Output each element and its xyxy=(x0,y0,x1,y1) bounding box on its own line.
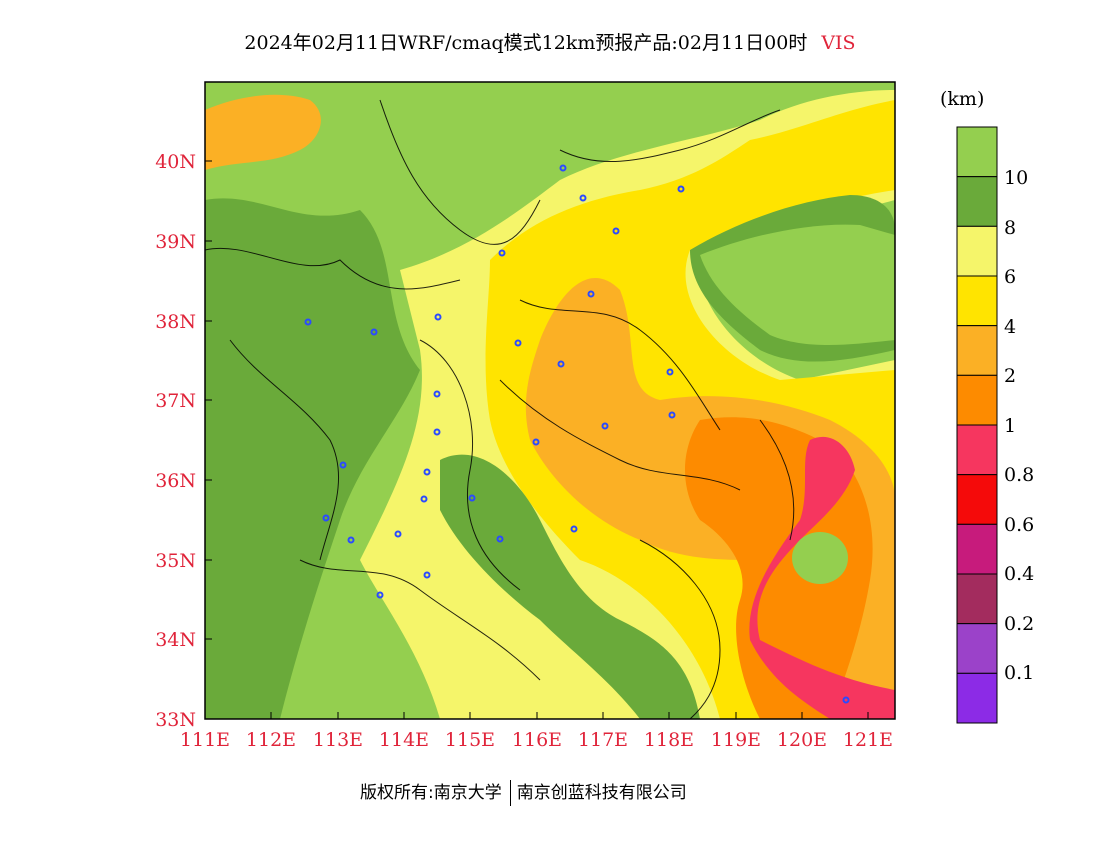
legend-level: 6 xyxy=(1004,266,1017,288)
map-title: 2024年02月11日WRF/cmaq模式12km预报产品:02月11日00时 V… xyxy=(0,28,1100,55)
lon-tick: 117E xyxy=(578,729,628,751)
lon-tick: 114E xyxy=(379,729,429,751)
lon-tick: 120E xyxy=(777,729,827,751)
legend-level: 2 xyxy=(1004,365,1017,387)
copyright-right: 南京创蓝科技有限公司 xyxy=(516,783,687,803)
lat-tick: 36N xyxy=(155,470,196,492)
lat-tick: 34N xyxy=(155,629,196,651)
variable-label: VIS xyxy=(821,32,856,54)
legend-level: 0.2 xyxy=(1004,613,1035,635)
copyright-footer: 版权所有:南京大学 南京创蓝科技有限公司 xyxy=(360,778,687,806)
legend-unit: (km) xyxy=(940,88,985,110)
legend-swatch xyxy=(956,424,998,476)
legend-swatch xyxy=(956,623,998,674)
lat-tick: 35N xyxy=(155,550,196,572)
lon-tick: 116E xyxy=(512,729,562,751)
legend-level: 4 xyxy=(1004,316,1017,338)
legend-swatch xyxy=(956,126,998,178)
visibility-field xyxy=(205,82,895,719)
legend-level: 1 xyxy=(1004,415,1017,437)
lat-tick: 33N xyxy=(155,709,196,731)
legend-level: 10 xyxy=(1004,167,1029,189)
legend-level: 0.1 xyxy=(1004,662,1035,684)
legend-level: 0.8 xyxy=(1004,464,1035,486)
legend-swatch xyxy=(956,176,998,227)
lon-tick: 119E xyxy=(711,729,761,751)
title-text: 2024年02月11日WRF/cmaq模式12km预报产品:02月11日00时 xyxy=(244,32,808,54)
lon-tick: 118E xyxy=(644,729,694,751)
legend-swatch xyxy=(956,275,998,327)
lon-axis: 111E 112E 113E 114E 115E 116E 117E 118E … xyxy=(180,729,893,751)
legend-level: 8 xyxy=(1004,217,1017,239)
legend-colorbar xyxy=(956,126,998,724)
lat-tick: 38N xyxy=(155,311,196,333)
legend-swatch xyxy=(956,225,998,277)
lat-tick: 39N xyxy=(155,231,196,253)
legend-swatch xyxy=(956,523,998,575)
copyright-left: 版权所有:南京大学 xyxy=(360,783,502,803)
lon-tick: 113E xyxy=(313,729,363,751)
legend-level: 0.4 xyxy=(1004,563,1035,585)
lon-tick: 121E xyxy=(843,729,893,751)
legend-level: 0.6 xyxy=(1004,514,1035,536)
lon-tick: 112E xyxy=(246,729,296,751)
legend-swatch xyxy=(956,672,998,724)
legend-swatch xyxy=(956,573,998,625)
lat-tick: 37N xyxy=(155,390,196,412)
lat-tick: 40N xyxy=(155,151,196,173)
legend-swatch xyxy=(956,374,998,426)
legend-swatch xyxy=(956,474,998,525)
lon-tick: 111E xyxy=(180,729,230,751)
lon-tick: 115E xyxy=(445,729,495,751)
lat-axis: 40N 39N 38N 37N 36N 35N 34N 33N xyxy=(155,151,196,731)
legend-swatch xyxy=(956,325,998,376)
footer-separator xyxy=(509,780,511,806)
